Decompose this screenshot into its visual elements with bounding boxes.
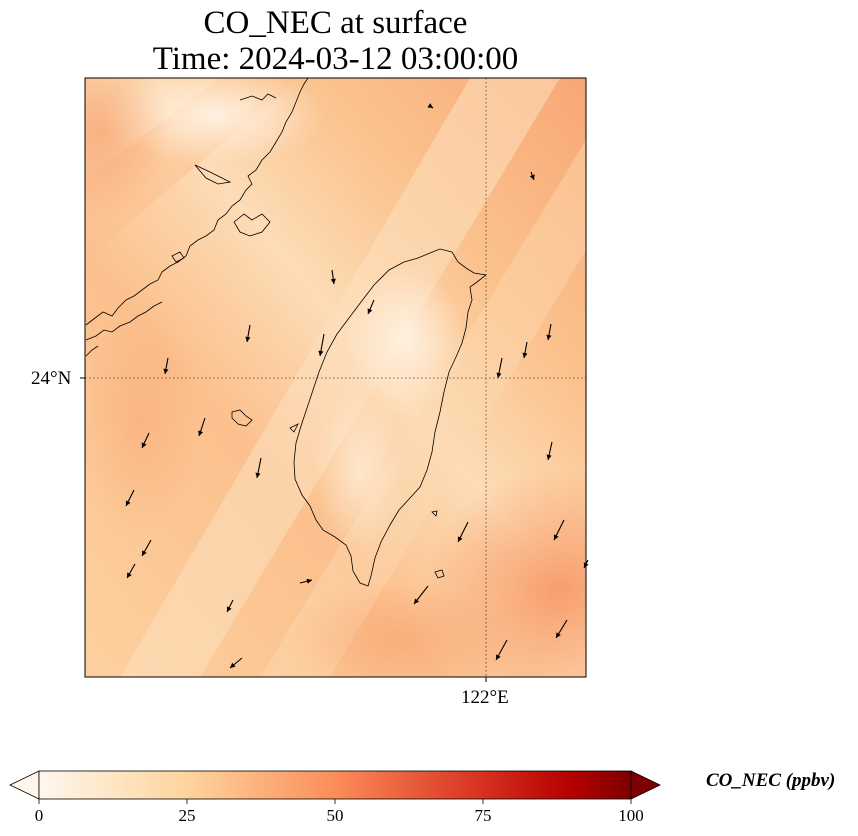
colorbar-max-extension — [630, 770, 661, 800]
gridlines — [85, 78, 586, 677]
wind-arrow — [413, 585, 429, 605]
wind-arrow — [496, 357, 503, 379]
taiwan-coastline — [293, 248, 487, 587]
wind-arrow — [457, 521, 469, 543]
wind-arrow — [229, 657, 243, 669]
colorbar-ticks — [38, 799, 632, 804]
wind-arrow — [546, 441, 553, 461]
wind-arrow — [126, 563, 136, 579]
co-concentration-field — [85, 78, 586, 677]
wind-arrow — [141, 539, 152, 557]
colorbar-tick-label: 25 — [178, 806, 196, 825]
wind-arrow — [427, 103, 434, 109]
wind-arrow — [226, 599, 234, 613]
wind-arrow — [330, 269, 336, 285]
map-title: CO_NEC at surface — [203, 5, 468, 41]
colorbar-min-extension — [9, 770, 40, 800]
wind-arrow — [553, 519, 565, 541]
wind-arrow — [141, 432, 150, 449]
colorbar-tick-label: 100 — [618, 806, 644, 825]
colorbar-tick-label: 0 — [34, 806, 44, 825]
wind-arrow — [546, 323, 552, 341]
wind-arrow — [367, 299, 375, 315]
wind-arrow — [529, 171, 535, 181]
wind-arrow — [245, 324, 251, 343]
china-coastline — [85, 78, 309, 326]
coastlines — [85, 78, 487, 587]
wind-arrow — [522, 341, 528, 359]
latitude-label: 24°N — [31, 368, 72, 389]
wind-arrow — [495, 639, 508, 661]
wind-arrow — [555, 619, 568, 639]
map-plot — [80, 77, 589, 682]
colorbar-tick-label: 75 — [474, 806, 492, 825]
wind-arrow — [163, 357, 169, 375]
map-subtitle-time: Time: 2024-03-12 03:00:00 — [152, 41, 519, 77]
longitude-label: 122°E — [461, 687, 509, 708]
colorbar-label: CO_NEC (ppbv) — [706, 770, 836, 791]
colorbar-gradient — [38, 770, 632, 800]
wind-arrow — [198, 417, 206, 437]
wind-arrow — [125, 489, 135, 507]
wind-vectors — [125, 103, 589, 669]
colorbar — [9, 770, 661, 804]
wind-arrow — [255, 457, 262, 479]
wind-arrow — [299, 578, 313, 584]
wind-arrow — [318, 333, 325, 357]
colorbar-tick-label: 50 — [326, 806, 344, 825]
